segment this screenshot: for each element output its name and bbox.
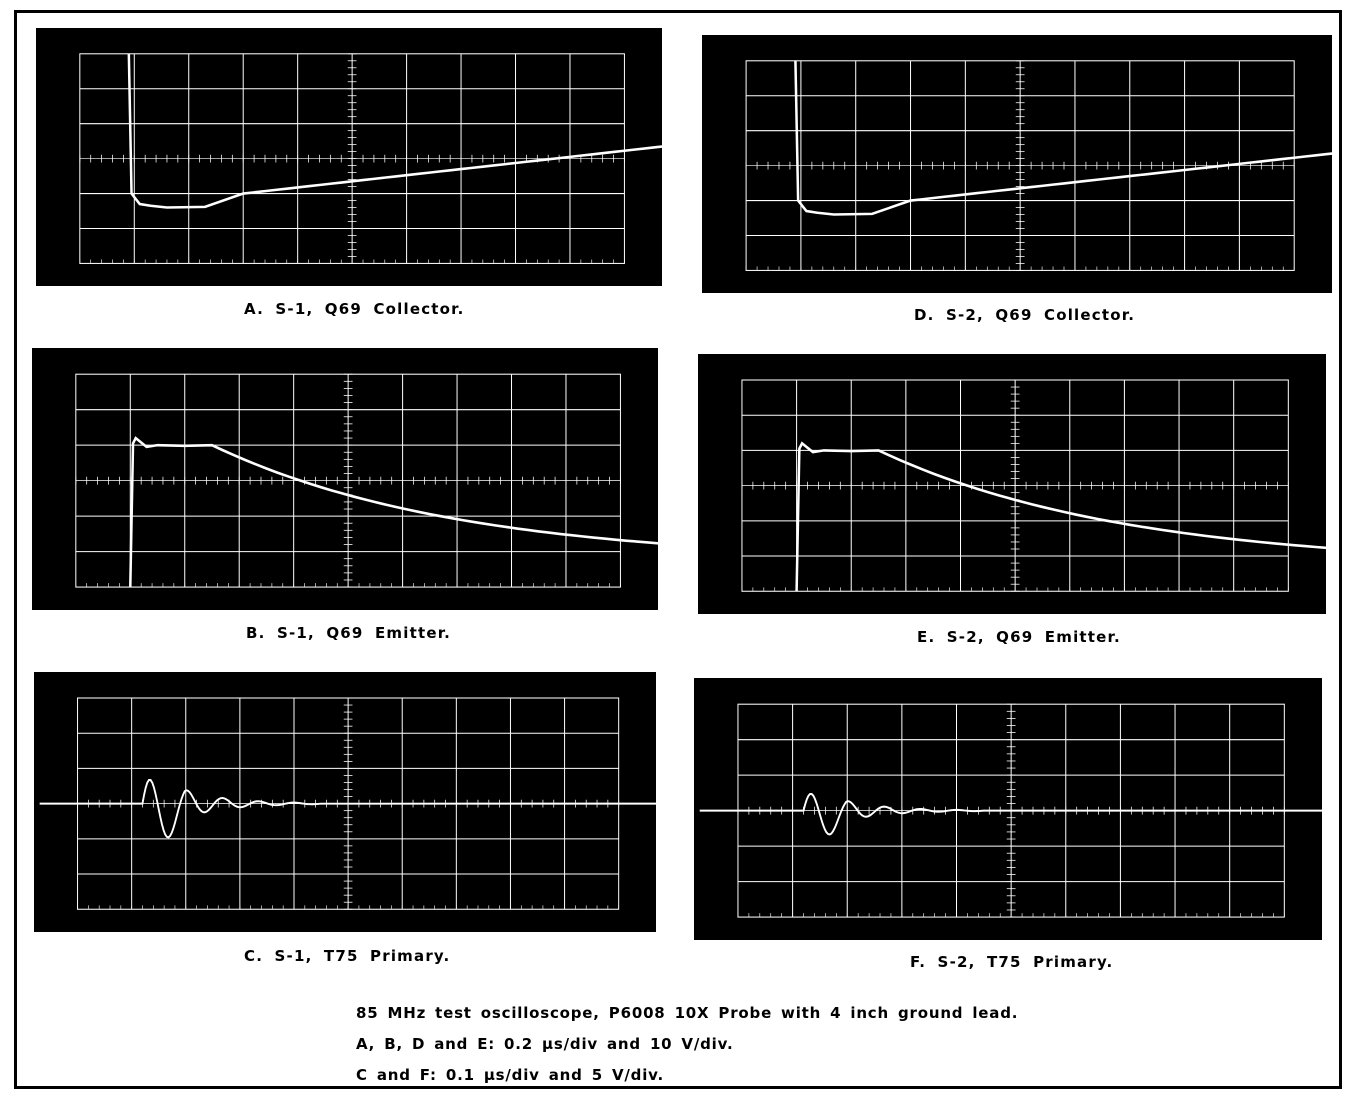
caption-e: E. S-2, Q69 Emitter. [917,628,1121,646]
oscilloscope-screen-d [702,35,1332,293]
caption-b: B. S-1, Q69 Emitter. [246,624,452,642]
notes-line-1: 85 MHz test oscilloscope, P6008 10X Prob… [356,1004,1019,1022]
oscilloscope-screen-e [698,354,1326,614]
graticule [741,379,1289,592]
scope-svg-f [699,703,1322,918]
oscilloscope-screen-b [32,348,658,610]
scope-svg-b [75,373,658,588]
caption-c: C. S-1, T75 Primary. [244,947,451,965]
scope-svg-c [39,697,656,910]
graticule [79,53,625,264]
caption-f: F. S-2, T75 Primary. [910,953,1114,971]
oscilloscope-screen-a [36,28,662,286]
oscilloscope-screen-c [34,672,656,932]
trace-primary [39,779,656,839]
graticule [745,60,1295,271]
trace-emitter [129,436,658,588]
notes-line-2: A, B, D and E: 0.2 μs/div and 10 V/div. [356,1035,734,1053]
oscilloscope-screen-f [694,678,1322,940]
caption-d: D. S-2, Q69 Collector. [914,306,1136,324]
trace-primary [699,793,1322,836]
caption-a: A. S-1, Q69 Collector. [244,300,465,318]
trace-collector [127,53,662,209]
trace-collector [794,60,1332,216]
notes-line-3: C and F: 0.1 μs/div and 5 V/div. [356,1066,664,1084]
scope-svg-a [79,53,662,264]
graticule [75,373,621,588]
trace-emitter [795,441,1326,592]
scope-svg-e [741,379,1326,592]
scope-svg-d [745,60,1332,271]
